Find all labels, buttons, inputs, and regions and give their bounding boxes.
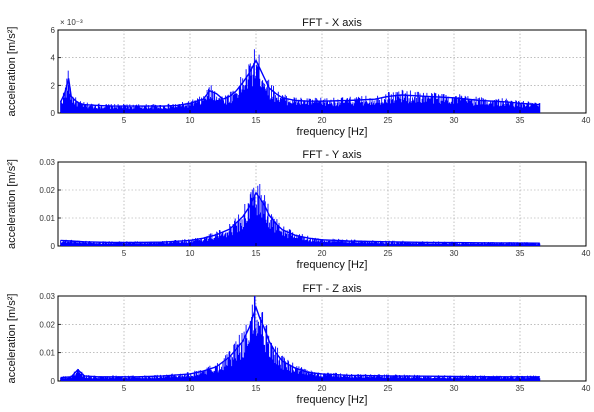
x-tick-label: 15 <box>252 249 261 258</box>
chart-title: FFT - Z axis <box>302 283 362 295</box>
plot-area <box>57 29 587 114</box>
y-axis-label: acceleration [m/s²] <box>6 294 18 384</box>
spectrum-series <box>60 184 541 246</box>
spectrum-envelope <box>59 58 540 107</box>
chart-panel-3: 5 10 15 20 25 30 35 40 0 0.01 0.02 0.03 FFT - Z axis… <box>6 283 591 406</box>
x-axis-label: frequency [Hz] <box>297 259 368 271</box>
spectrum-series <box>60 49 541 113</box>
x-tick-label: 25 <box>384 384 393 393</box>
y-exponent-label: × 10⁻³ <box>60 18 83 27</box>
y-tick-label: 0.03 <box>39 158 55 167</box>
chart-panel-2: 5 10 15 20 25 30 35 40 0 0.01 0.02 0.03 FFT - Y axis… <box>6 149 591 271</box>
x-tick-label: 30 <box>450 384 459 393</box>
x-tick-label: 5 <box>122 249 127 258</box>
x-tick-label: 20 <box>318 116 327 125</box>
x-tick-label: 30 <box>450 249 459 258</box>
y-tick-label: 0.02 <box>39 320 55 329</box>
x-axis-label: frequency [Hz] <box>297 126 368 138</box>
y-tick-label: 4 <box>51 54 56 63</box>
y-tick-label: 0 <box>51 109 56 118</box>
spectrum-envelope <box>60 191 540 244</box>
y-tick-label: 0.01 <box>39 214 55 223</box>
y-axis-label: acceleration [m/s²] <box>6 159 18 249</box>
x-tick-label: 15 <box>252 116 261 125</box>
y-tick-label: 0 <box>51 377 56 386</box>
x-tick-label: 40 <box>582 384 591 393</box>
y-tick-label: 0.02 <box>39 186 55 195</box>
x-tick-label: 20 <box>318 249 327 258</box>
y-tick-label: 0.01 <box>39 349 55 358</box>
x-tick-label: 5 <box>122 116 127 125</box>
y-tick-label: 0.03 <box>39 292 55 301</box>
x-tick-label: 35 <box>516 116 525 125</box>
chart-title: FFT - X axis <box>302 17 362 29</box>
y-tick-label: 0 <box>51 242 56 251</box>
chart-panel-1: 5 10 15 20 25 30 35 40 0 2 4 6 FFT - X axis frequency… <box>6 17 591 138</box>
x-tick-label: 35 <box>516 384 525 393</box>
x-tick-label: 40 <box>582 116 591 125</box>
x-tick-label: 35 <box>516 249 525 258</box>
x-tick-label: 15 <box>252 384 261 393</box>
x-tick-label: 10 <box>186 249 195 258</box>
x-tick-label: 20 <box>318 384 327 393</box>
x-axis-label: frequency [Hz] <box>297 394 368 406</box>
x-tick-label: 10 <box>186 116 195 125</box>
x-tick-label: 40 <box>582 249 591 258</box>
y-axis-label: acceleration [m/s²] <box>6 27 18 117</box>
x-tick-label: 25 <box>384 116 393 125</box>
chart-title: FFT - Y axis <box>302 149 362 161</box>
x-tick-label: 5 <box>122 384 127 393</box>
x-tick-label: 10 <box>186 384 195 393</box>
x-tick-label: 25 <box>384 249 393 258</box>
spectrum-series <box>60 296 541 381</box>
x-tick-label: 30 <box>450 116 459 125</box>
y-tick-label: 6 <box>51 26 56 35</box>
spectrum-envelope <box>60 305 540 379</box>
y-tick-label: 2 <box>51 81 56 90</box>
